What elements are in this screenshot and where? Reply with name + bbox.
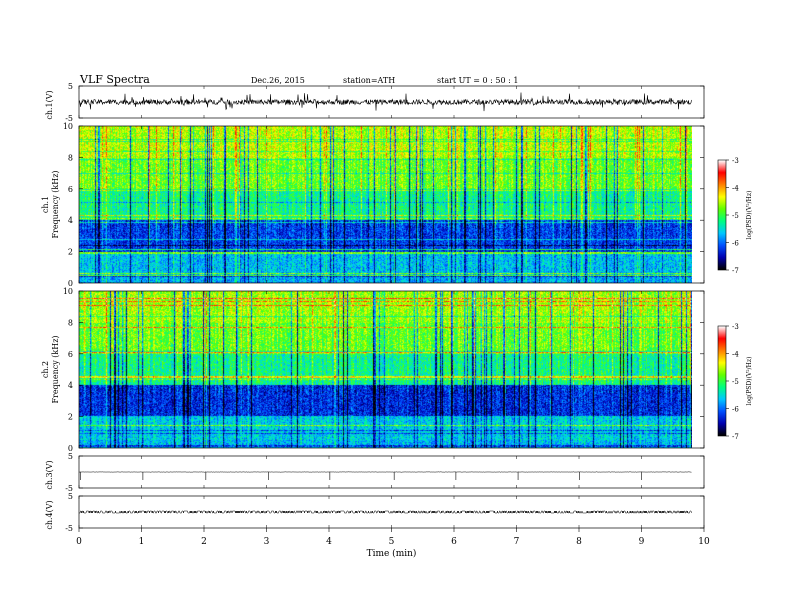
colorbar-tick-label: -5 xyxy=(732,378,739,386)
date-label: Dec.26, 2015 xyxy=(251,76,305,85)
y-axis-label-frequency: Frequency (kHz) xyxy=(51,170,60,238)
colorbar-tick-label: -3 xyxy=(732,157,739,165)
spectrogram-images xyxy=(79,126,726,448)
spectrogram-ch2 xyxy=(79,291,692,448)
plot-title: VLF Spectra xyxy=(80,73,150,86)
y-tick-label: 5 xyxy=(68,82,73,91)
station-label: station=ATH xyxy=(343,76,396,85)
colorbar-tick-label: -7 xyxy=(732,433,739,441)
start-time-label: start UT = 0 : 50 : 1 xyxy=(437,76,519,85)
y-tick-label: 8 xyxy=(68,318,73,327)
y-tick-label: 0 xyxy=(68,444,73,453)
x-axis-label: Time (min) xyxy=(367,548,417,559)
y-axis-label-channel: ch.2 xyxy=(41,361,50,378)
waveform-traces xyxy=(78,92,692,514)
y-tick-label: 6 xyxy=(68,350,73,359)
y-tick-label: -5 xyxy=(65,484,73,493)
y-axis-label-ch3-waveform: ch.3(V) xyxy=(45,460,54,489)
x-tick-label: 8 xyxy=(576,537,582,547)
x-tick-label: 1 xyxy=(139,537,145,547)
colorbar-ch1 xyxy=(718,160,726,270)
x-tick-label: 2 xyxy=(201,537,207,547)
y-tick-label: -5 xyxy=(65,524,73,533)
y-axis-label-channel: ch.1 xyxy=(41,196,50,213)
y-tick-label: 2 xyxy=(68,413,73,422)
x-tick-label: 6 xyxy=(451,537,457,547)
y-tick-label: 4 xyxy=(68,381,73,390)
y-tick-label: 10 xyxy=(63,122,73,131)
y-axis-label-ch4-waveform: ch.4(V) xyxy=(45,500,54,529)
waveform-trace-ch1-waveform xyxy=(78,92,692,112)
x-tick-label: 4 xyxy=(326,537,332,547)
x-tick-label: 10 xyxy=(698,537,710,547)
colorbar-tick-label: -6 xyxy=(732,240,739,248)
axis-labels: -3 -4 -5 -6 -7 log(PSD)(V²/Hz) -3 -4 -5 -6 -7 log(P… xyxy=(41,82,753,559)
y-tick-label: 6 xyxy=(68,185,73,194)
spectrogram-ch1 xyxy=(79,126,692,283)
y-tick-label: 4 xyxy=(68,216,73,225)
colorbar-tick-label: -5 xyxy=(732,212,739,220)
x-tick-label: 7 xyxy=(514,537,520,547)
x-tick-label: 5 xyxy=(389,537,395,547)
y-tick-label: 8 xyxy=(68,153,73,162)
colorbar-ch2 xyxy=(718,326,726,436)
colorbar-tick-label: -3 xyxy=(732,323,739,331)
y-axis-label-ch1-waveform: ch.1(V) xyxy=(45,90,54,119)
colorbar-tick-label: -4 xyxy=(732,185,739,193)
waveform-trace-ch4-waveform xyxy=(79,510,692,514)
y-tick-label: 2 xyxy=(68,248,73,257)
colorbar-label: log(PSD)(V²/Hz) xyxy=(746,191,753,240)
y-tick-label: -5 xyxy=(65,114,73,123)
y-axis-label-frequency: Frequency (kHz) xyxy=(51,335,60,403)
x-tick-label: 0 xyxy=(76,537,82,547)
colorbar-label: log(PSD)(V²/Hz) xyxy=(746,357,753,406)
y-tick-label: 10 xyxy=(63,287,73,296)
colorbar-tick-label: -4 xyxy=(732,351,739,359)
y-tick-label: 5 xyxy=(68,452,73,461)
colorbar-tick-label: -6 xyxy=(732,406,739,414)
axes xyxy=(78,85,729,532)
x-tick-label: 9 xyxy=(639,537,645,547)
colorbar-tick-label: -7 xyxy=(732,267,739,275)
y-tick-label: 5 xyxy=(68,492,73,501)
x-tick-label: 3 xyxy=(264,537,270,547)
y-tick-label: 0 xyxy=(68,279,73,288)
